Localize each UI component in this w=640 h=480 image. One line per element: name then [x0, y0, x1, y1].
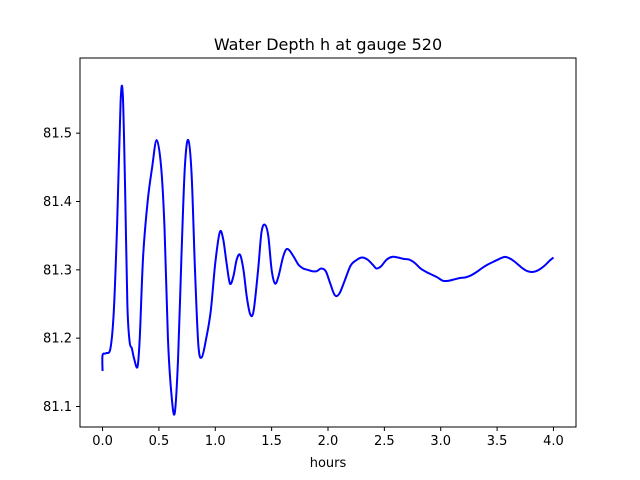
x-tick-label: 3.5 — [487, 434, 508, 449]
series-line — [101, 84, 555, 416]
x-axis: 0.0 0.5 1.0 1.5 2.0 2.5 3.0 3.5 4.0 — [92, 427, 564, 449]
y-axis: 81.1 81.2 81.3 81.4 81.5 — [43, 127, 80, 415]
x-tick-label: 1.5 — [261, 434, 282, 449]
y-tick-label: 81.3 — [43, 263, 72, 278]
x-tick-label: 4.0 — [543, 434, 564, 449]
x-tick-label: 2.5 — [374, 434, 395, 449]
x-tick-label: 1.0 — [205, 434, 226, 449]
y-tick-label: 81.4 — [43, 195, 72, 210]
y-tick-label: 81.1 — [43, 400, 72, 415]
y-tick-label: 81.2 — [43, 332, 72, 347]
x-axis-label: hours — [310, 456, 347, 471]
chart-title: Water Depth h at gauge 520 — [214, 35, 442, 54]
x-tick-label: 0.5 — [149, 434, 170, 449]
y-tick-label: 81.5 — [43, 127, 72, 142]
x-tick-label: 2.0 — [318, 434, 339, 449]
x-tick-label: 3.0 — [430, 434, 451, 449]
x-tick-label: 0.0 — [92, 434, 113, 449]
